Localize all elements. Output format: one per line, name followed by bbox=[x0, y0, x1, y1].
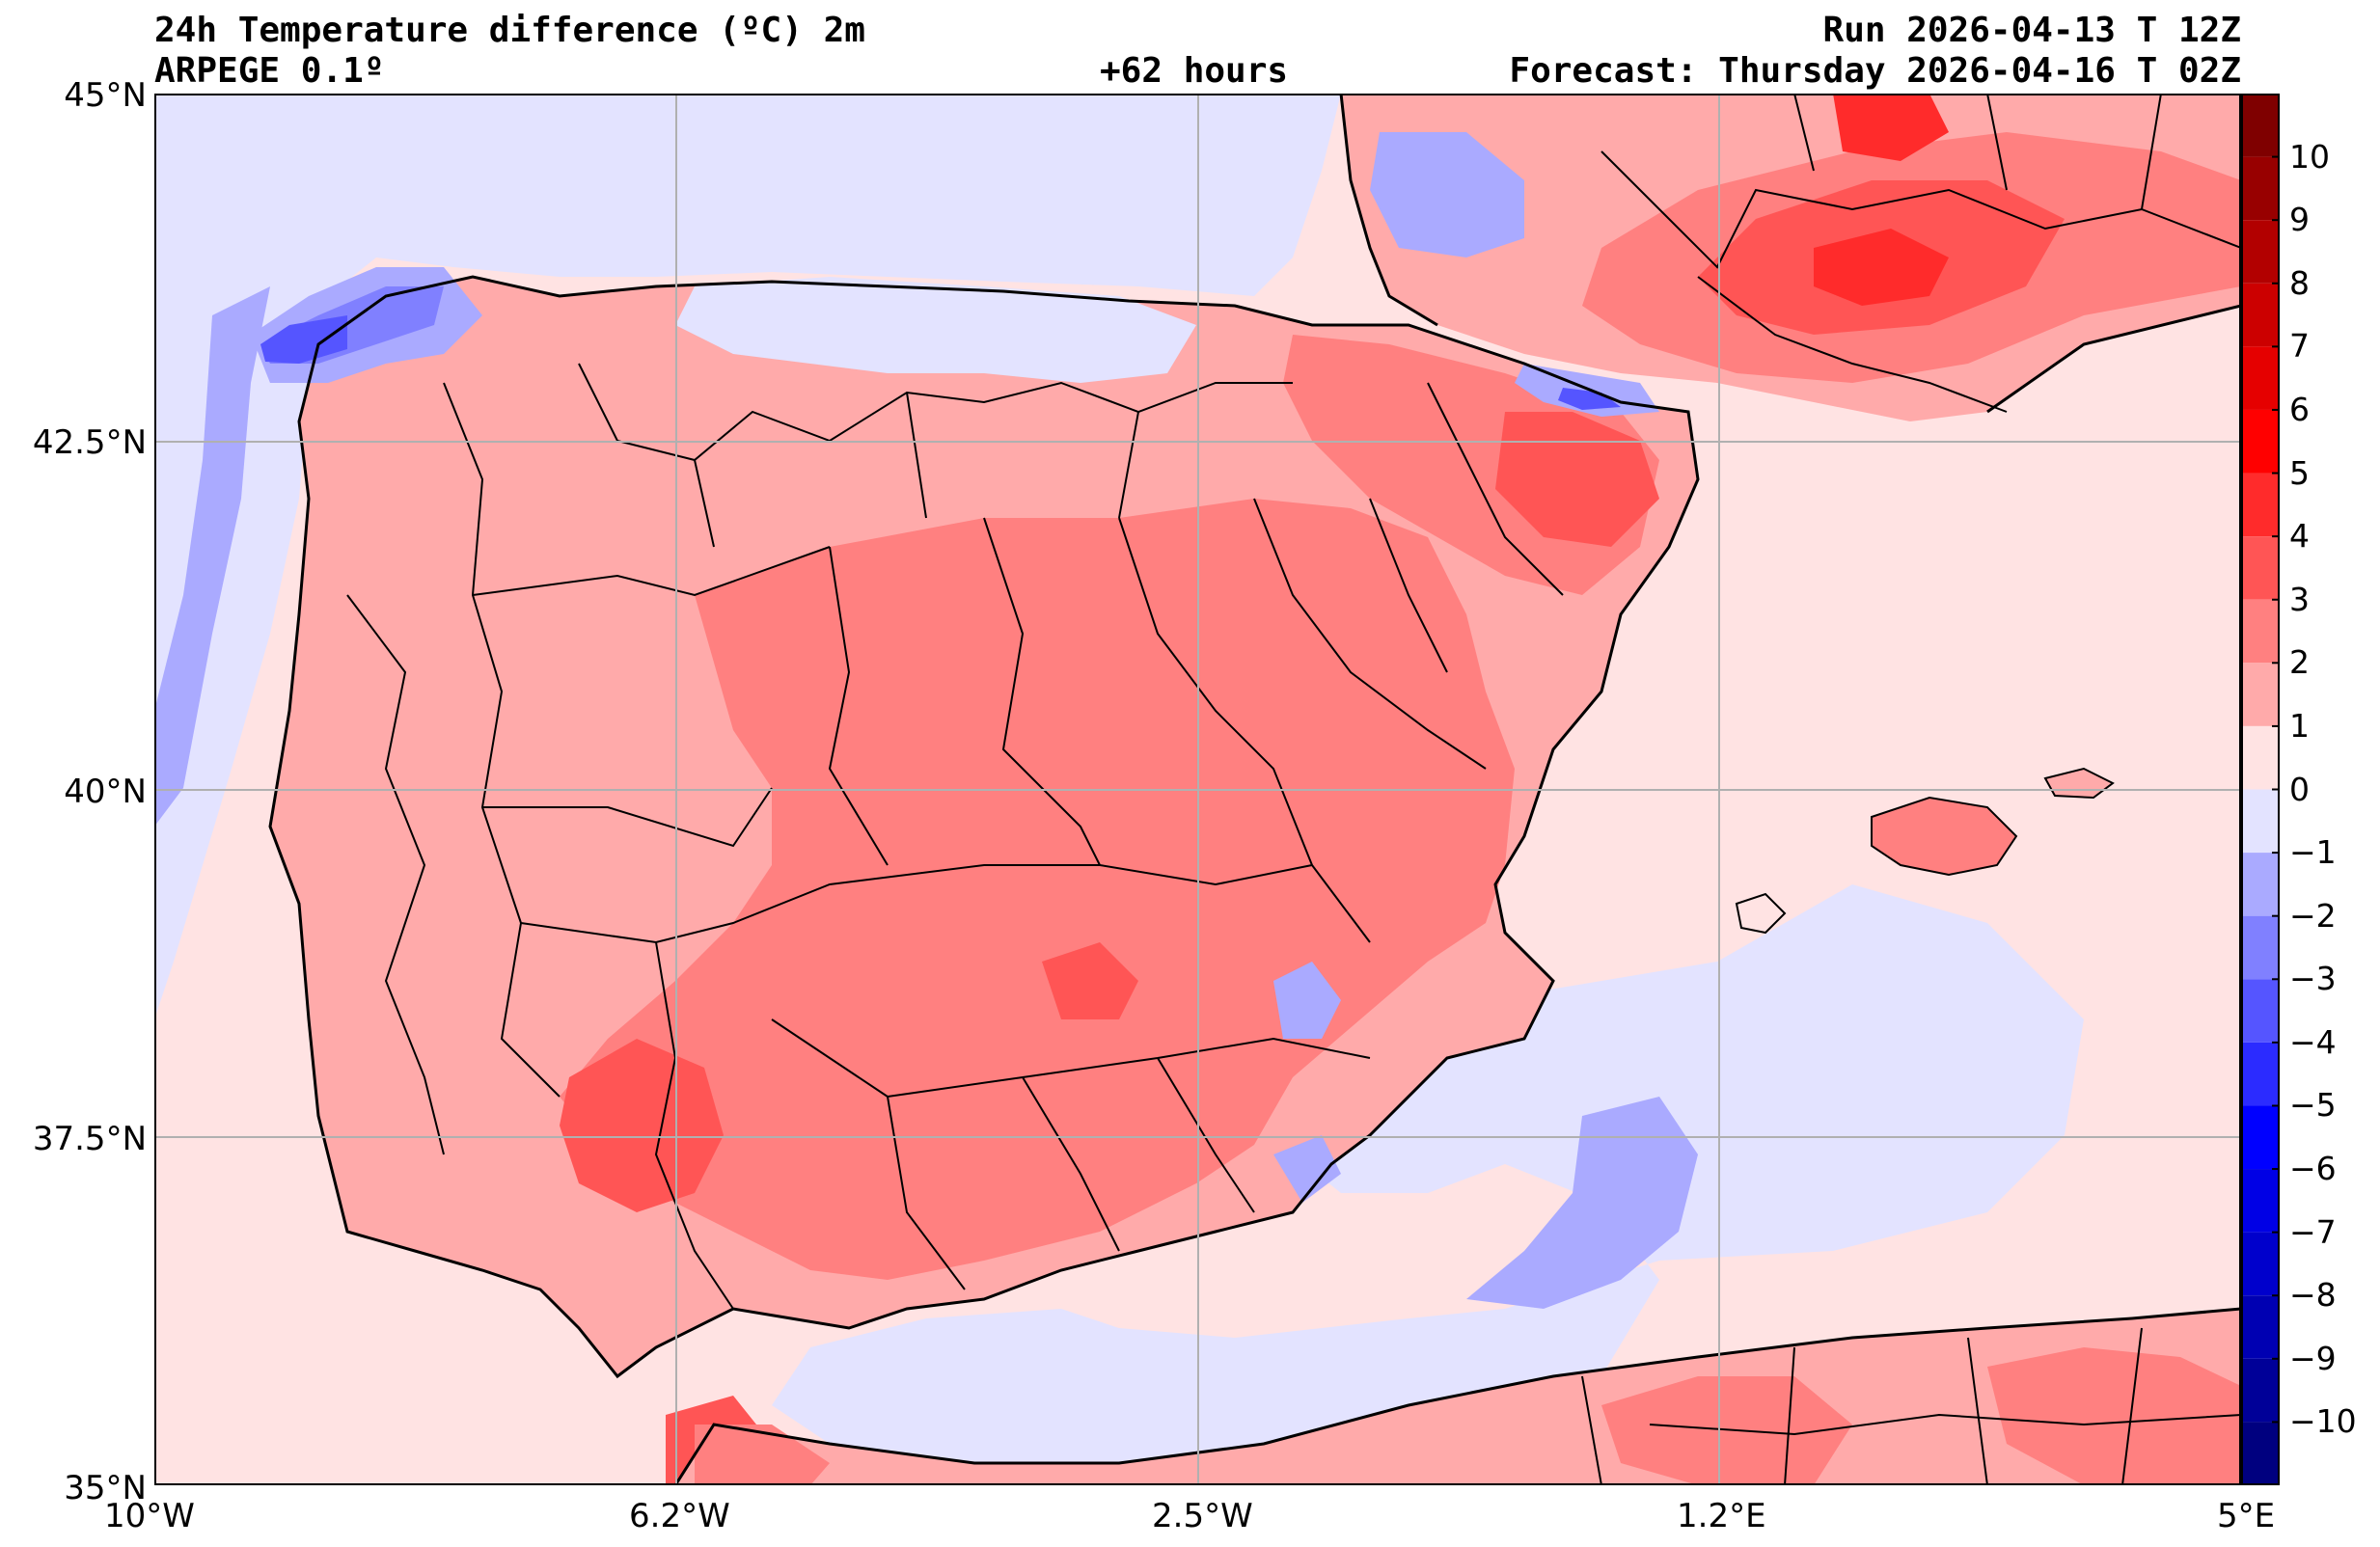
colorbar-segment bbox=[2241, 283, 2280, 347]
colorbar-label: 7 bbox=[2289, 327, 2310, 366]
ibiza-island bbox=[1735, 892, 1787, 935]
colorbar-label: −9 bbox=[2289, 1339, 2337, 1377]
colorbar-label: 4 bbox=[2289, 517, 2310, 556]
colorbar-label: 0 bbox=[2289, 770, 2310, 808]
galicia-coldest-zone bbox=[260, 315, 347, 364]
colorbar-segment bbox=[2241, 536, 2280, 600]
colorbar-segment bbox=[2241, 979, 2280, 1043]
la-mancha-warm bbox=[1042, 942, 1138, 1019]
colorbar-label: −2 bbox=[2289, 896, 2337, 935]
title-line2: ARPEGE 0.1º bbox=[154, 51, 385, 91]
colorbar-label: 10 bbox=[2289, 137, 2330, 176]
lead-time-label: +62 hours bbox=[1100, 51, 1289, 91]
temperature-difference-map bbox=[154, 94, 2241, 1485]
lat-label-40: 40°N bbox=[64, 773, 147, 811]
cantabria-cool-zone bbox=[675, 277, 1196, 383]
lat-label-35: 35°N bbox=[64, 1469, 147, 1507]
biscay-land-cold bbox=[1370, 132, 1524, 258]
lat-label-45: 45°N bbox=[64, 76, 147, 115]
forecast-label: Forecast: Thursday 2026-04-16 T 02Z bbox=[1509, 51, 2241, 91]
colorbar-segment bbox=[2241, 663, 2280, 726]
lon-label-10w: 10°W bbox=[104, 1497, 195, 1535]
pyrenees-colder-zone bbox=[1558, 388, 1621, 410]
almeria-cool-zone bbox=[1273, 1135, 1341, 1203]
colorbar-segment bbox=[2241, 473, 2280, 537]
colorbar-segment bbox=[2241, 156, 2280, 221]
balearic-sea-cool bbox=[1466, 1097, 1698, 1309]
colorbar-label: 3 bbox=[2289, 580, 2310, 618]
colorbar-segment bbox=[2241, 346, 2280, 410]
colorbar-label: 5 bbox=[2289, 453, 2310, 492]
morocco-warm bbox=[695, 1425, 830, 1485]
murcia-cool-zone bbox=[1273, 962, 1341, 1039]
ne-warm-hotspot bbox=[1495, 412, 1659, 547]
mediterranean-cool-sea bbox=[907, 884, 2084, 1485]
algeria-warm bbox=[1987, 1347, 2241, 1485]
colorbar-segment bbox=[2241, 1042, 2280, 1106]
colorbar-label: 8 bbox=[2289, 263, 2310, 302]
colorbar-label: −1 bbox=[2289, 833, 2337, 872]
france-coastline bbox=[1339, 94, 2241, 414]
galicia-offshore-cool bbox=[154, 286, 270, 827]
colorbar-label: −7 bbox=[2289, 1212, 2337, 1251]
admin-borders bbox=[346, 94, 2241, 1485]
central-warm-zone bbox=[560, 499, 1515, 1280]
africa-coastline bbox=[673, 1307, 2241, 1485]
colorbar-segment bbox=[2241, 1295, 2280, 1359]
colorbar-segment bbox=[2241, 1232, 2280, 1296]
colorbar-label: 6 bbox=[2289, 390, 2310, 428]
france-north-hot bbox=[1833, 94, 1949, 161]
iberia-coastline bbox=[268, 275, 1700, 1379]
run-label: Run 2026-04-13 T 12Z bbox=[1822, 11, 2241, 50]
colorbar-segment bbox=[2241, 915, 2280, 980]
colorbar-label: −5 bbox=[2289, 1086, 2337, 1125]
title-line1: 24h Temperature difference (ºC) 2m bbox=[154, 11, 865, 50]
colorbar-label: 1 bbox=[2289, 706, 2310, 745]
graticule bbox=[154, 94, 2241, 1485]
colorbar-segment bbox=[2241, 789, 2280, 854]
alboran-cool-sea bbox=[772, 1309, 1196, 1463]
colorbar-segment bbox=[2241, 220, 2280, 284]
lon-label-2-5w: 2.5°W bbox=[1152, 1497, 1253, 1535]
lon-label-1-2e: 1.2°E bbox=[1677, 1497, 1766, 1535]
lon-label-6-2w: 6.2°W bbox=[629, 1497, 730, 1535]
colorbar-label: 2 bbox=[2289, 643, 2310, 682]
lat-label-42-5: 42.5°N bbox=[32, 423, 147, 462]
colorbar-segment bbox=[2241, 853, 2280, 916]
colorbar-label: −10 bbox=[2289, 1402, 2357, 1441]
colorbar-label: −6 bbox=[2289, 1150, 2337, 1188]
north-africa-land bbox=[675, 1309, 2241, 1485]
atlantic-cool-sea bbox=[154, 94, 1341, 1019]
lat-label-37-5: 37.5°N bbox=[32, 1120, 147, 1158]
colorbar-segment bbox=[2241, 725, 2280, 790]
colorbar-segment bbox=[2241, 599, 2280, 664]
colorbar-label: −3 bbox=[2289, 960, 2337, 998]
colorbar bbox=[2241, 94, 2280, 1485]
colorbar-label: −8 bbox=[2289, 1276, 2337, 1315]
colorbar-segment bbox=[2241, 1169, 2280, 1233]
map-frame bbox=[154, 94, 2241, 1485]
france-hottest-zone bbox=[1814, 229, 1949, 306]
colorbar-segment bbox=[2241, 94, 2280, 157]
lon-label-5e: 5°E bbox=[2217, 1497, 2276, 1535]
mallorca-island bbox=[1871, 796, 2018, 877]
colorbar-segment bbox=[2241, 409, 2280, 474]
colorbar-segment bbox=[2241, 1358, 2280, 1423]
south-warm-hotspot bbox=[560, 1039, 724, 1212]
colorbar-label: −4 bbox=[2289, 1022, 2337, 1061]
colorbar-label: 9 bbox=[2289, 201, 2310, 239]
colorbar-segment bbox=[2241, 1105, 2280, 1170]
colorbar-segment bbox=[2241, 1422, 2280, 1485]
